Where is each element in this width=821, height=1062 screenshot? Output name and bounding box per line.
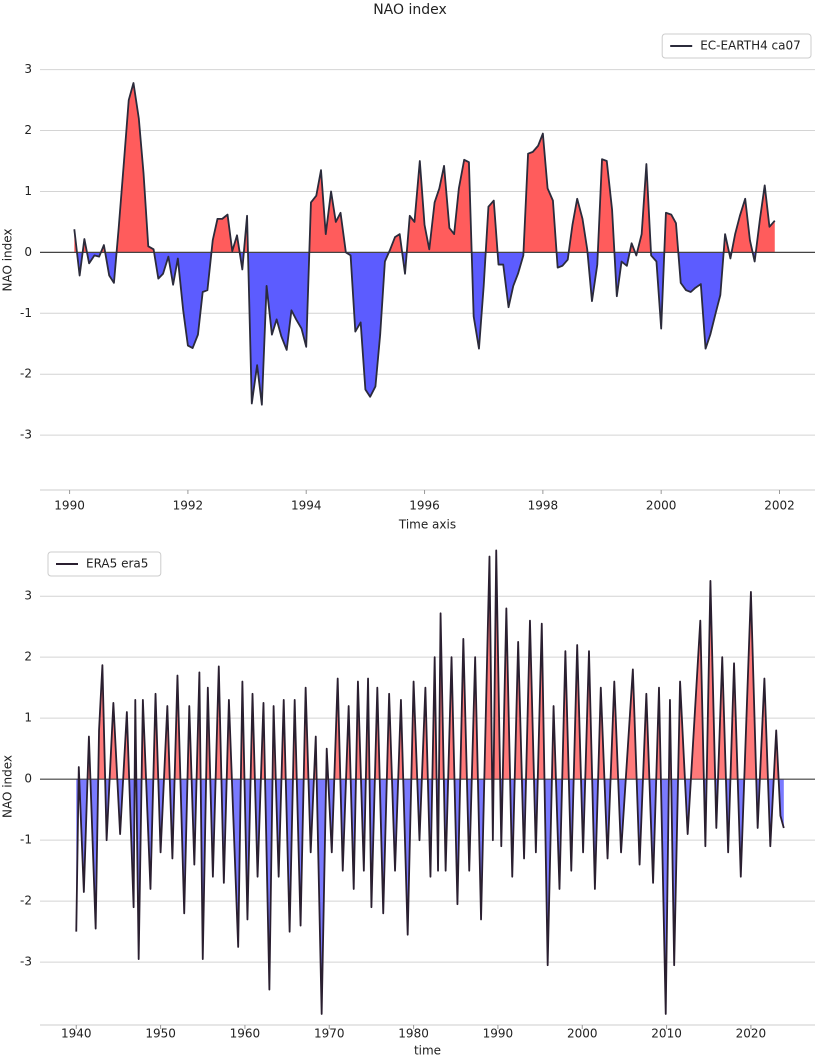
legend-box [47, 551, 162, 577]
y-tick-label: 3 [24, 589, 32, 603]
y-tick-label: -2 [20, 894, 32, 908]
y-tick-label: 1 [24, 184, 32, 198]
y-tick-label: 2 [24, 123, 32, 137]
y-axis-label: NAO index [1, 755, 15, 818]
y-tick-label: 1 [24, 711, 32, 725]
legend-box [661, 33, 812, 59]
x-tick-label: 1940 [61, 1027, 92, 1041]
x-tick-label: 2020 [736, 1027, 767, 1041]
x-tick-label: 1970 [314, 1027, 345, 1041]
y-tick-label: 3 [24, 62, 32, 76]
x-axis-label: time [414, 1044, 441, 1058]
x-tick-label: 2000 [567, 1027, 598, 1041]
area-below [76, 252, 756, 405]
legend-label: EC-EARTH4 ca07 [700, 39, 801, 53]
y-tick-label: -3 [20, 955, 32, 969]
x-tick-label: 1960 [230, 1027, 261, 1041]
legend-label: ERA5 era5 [86, 557, 148, 571]
x-tick-label: 1980 [398, 1027, 429, 1041]
area-above [74, 83, 775, 253]
x-tick-label: 1950 [145, 1027, 176, 1041]
y-tick-label: -2 [20, 367, 32, 381]
series-line [73, 82, 776, 406]
x-tick-label: 1996 [409, 499, 440, 513]
y-tick-label: 0 [24, 245, 32, 259]
y-tick-label: 0 [24, 772, 32, 786]
y-tick-label: 2 [24, 650, 32, 664]
x-tick-label: 2000 [646, 499, 677, 513]
y-tick-label: -1 [20, 833, 32, 847]
x-tick-label: 1994 [291, 499, 322, 513]
y-tick-label: -3 [20, 428, 32, 442]
x-tick-label: 2002 [764, 499, 795, 513]
y-axis-label: NAO index [1, 228, 15, 291]
x-tick-label: 2010 [651, 1027, 682, 1041]
y-tick-label: -1 [20, 306, 32, 320]
x-tick-label: 1990 [54, 499, 85, 513]
series-line [75, 549, 785, 1015]
x-tick-label: 1990 [483, 1027, 514, 1041]
x-tick-label: 1998 [528, 499, 559, 513]
x-tick-label: 1992 [173, 499, 204, 513]
chart-title: NAO index [373, 2, 447, 18]
x-axis-label: Time axis [398, 518, 456, 532]
